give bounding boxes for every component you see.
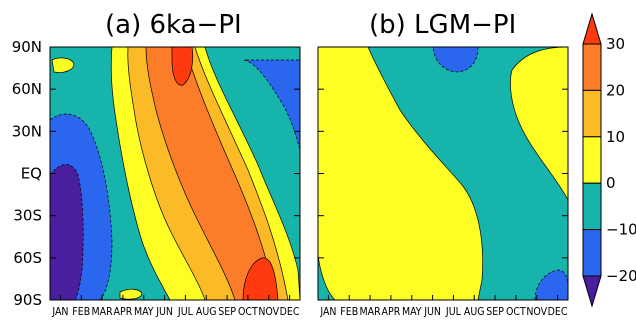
x-tick-label: JAN — [51, 306, 68, 318]
x-tick-label: JAN — [319, 306, 336, 318]
colorbar: 30 20 10 0 −10 −20 — [582, 12, 636, 308]
panel-a-region-max-south — [242, 257, 279, 300]
x-tick-label: SEP — [218, 306, 236, 318]
panel-b-region-neg1-north — [432, 47, 479, 73]
colorbar-box — [582, 89, 602, 138]
colorbar-box — [582, 43, 602, 91]
y-tick-label: 30S — [13, 207, 42, 225]
panel-a-region-neg2 — [50, 164, 84, 300]
x-tick-label: FEB — [340, 306, 358, 318]
x-tick-label: SEP — [486, 306, 504, 318]
y-tick-label: 90N — [12, 38, 42, 56]
colorbar-bottom-triangle — [582, 275, 602, 308]
colorbar-tick-label: 0 — [606, 174, 616, 192]
panel-b-contours — [318, 47, 568, 300]
panel-a-region-max-north — [171, 47, 194, 86]
x-tick-label: MAR — [359, 306, 381, 318]
y-tick-label: 30N — [12, 122, 42, 140]
x-tick-label: JUN — [155, 306, 173, 318]
colorbar-box — [582, 182, 602, 231]
panel-b: (b) LGM−PI — [317, 10, 569, 301]
panel-a-region-pos3 — [145, 47, 276, 300]
panel-b-title: (b) LGM−PI — [369, 10, 516, 40]
colorbar-top-triangle — [582, 12, 602, 45]
x-tick-label: AUG — [196, 306, 217, 318]
colorbar-box — [582, 136, 602, 184]
colorbar-box — [582, 229, 602, 277]
x-tick-label: JUN — [423, 306, 441, 318]
x-tick-label: MAY — [134, 306, 154, 318]
y-tick-label: 90S — [13, 291, 42, 309]
panel-a-contours — [50, 47, 300, 300]
panel-b-region-neg1-south — [534, 269, 568, 300]
y-tick-label: 60S — [13, 249, 42, 267]
x-tick-label: NOV — [526, 306, 547, 318]
panel-a-region-island-north — [51, 57, 75, 73]
colorbar-tick-label: 30 — [606, 35, 625, 53]
x-tick-label: OCT — [506, 306, 526, 318]
x-tick-label: OCT — [238, 306, 258, 318]
x-tick-label: AUG — [464, 306, 485, 318]
x-tick-label: FEB — [72, 306, 90, 318]
panel-b-axes: JAN FEB MAR APR MAY JUN JUL AUG SEP OCT NOV DEC — [318, 46, 568, 318]
x-tick-label: APR — [114, 306, 133, 318]
panel-b-region-pos1 — [318, 47, 484, 300]
panel-a-region-neg1-north — [243, 59, 300, 151]
panel-a-title: (a) 6ka−PI — [105, 10, 242, 40]
colorbar-tick-label: 10 — [606, 128, 625, 146]
panel-a-axes: 90N 60N 30N EQ 30S 60S 90S JAN FEB MAR APR MAY JUN JU… — [12, 38, 300, 318]
panel-b-region-pos2 — [510, 47, 568, 201]
y-tick-label: 60N — [12, 80, 42, 98]
colorbar-tick-label: 20 — [606, 81, 625, 99]
y-tick-label: EQ — [21, 165, 42, 183]
panel-a-region-island-south — [119, 288, 143, 300]
x-tick-label: JUL — [445, 306, 462, 318]
x-tick-label: JUL — [177, 306, 194, 318]
x-tick-label: NOV — [258, 306, 279, 318]
x-tick-label: MAY — [402, 306, 422, 318]
colorbar-tick-label: −10 — [606, 221, 636, 239]
colorbar-tick-label: −20 — [606, 267, 636, 285]
x-tick-label: DEC — [548, 306, 568, 318]
x-tick-label: MAR — [91, 306, 113, 318]
x-tick-label: DEC — [280, 306, 300, 318]
x-tick-label: APR — [382, 306, 401, 318]
panel-a: (a) 6ka−PI — [49, 10, 301, 301]
